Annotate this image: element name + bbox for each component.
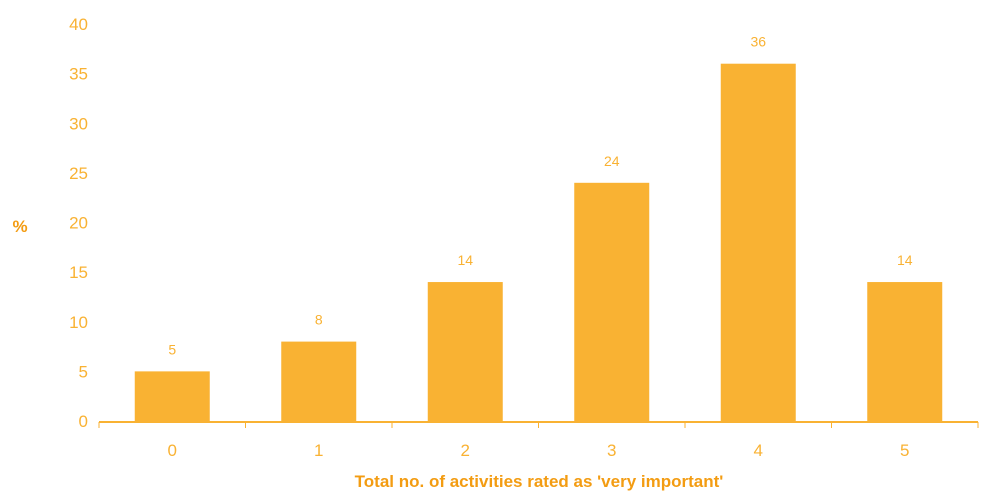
x-axis-title: Total no. of activities rated as 'very i… xyxy=(355,472,724,491)
y-tick-label: 0 xyxy=(79,412,88,431)
data-label: 14 xyxy=(897,252,913,268)
y-tick-label: 15 xyxy=(69,263,88,282)
y-tick-label: 10 xyxy=(69,313,88,332)
y-axis-ticks: 0 5 10 15 20 25 30 35 40 xyxy=(69,15,88,431)
data-label: 5 xyxy=(168,341,176,357)
x-tick-label: 2 xyxy=(461,441,470,460)
bar xyxy=(427,282,503,421)
bar xyxy=(574,182,650,421)
y-tick-label: 40 xyxy=(69,15,88,34)
y-tick-label: 5 xyxy=(79,362,88,381)
data-label: 14 xyxy=(457,252,473,268)
y-axis-title: % xyxy=(12,217,27,236)
x-axis-ticks: 0 1 2 3 4 5 xyxy=(98,422,979,460)
y-tick-label: 25 xyxy=(69,164,88,183)
data-label: 8 xyxy=(315,312,323,328)
x-tick-label: 5 xyxy=(900,441,909,460)
y-tick-label: 35 xyxy=(69,65,88,84)
x-tick-label: 3 xyxy=(607,441,616,460)
data-labels-group: 5 8 14 24 36 14 xyxy=(168,34,912,358)
bar xyxy=(134,371,210,421)
y-tick-label: 20 xyxy=(69,214,88,233)
x-tick-label: 4 xyxy=(754,441,763,460)
y-tick-label: 30 xyxy=(69,114,88,133)
x-tick-label: 0 xyxy=(168,441,177,460)
bar xyxy=(720,63,796,421)
bar xyxy=(867,282,943,421)
bar xyxy=(281,341,357,421)
data-label: 24 xyxy=(604,153,620,169)
x-tick-label: 1 xyxy=(314,441,323,460)
bars-group xyxy=(134,63,943,421)
data-label: 36 xyxy=(750,34,766,50)
